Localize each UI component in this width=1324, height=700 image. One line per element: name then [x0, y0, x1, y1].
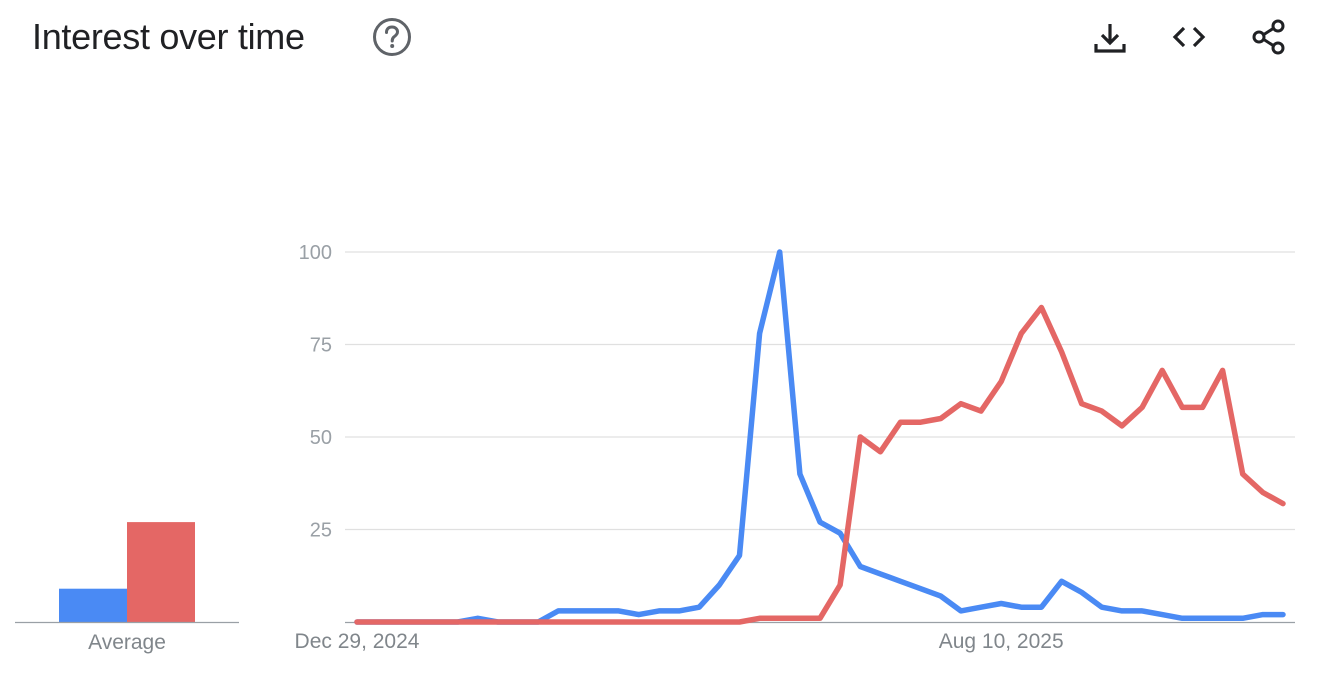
help-circle-icon[interactable]: [372, 17, 412, 57]
embed-code-icon[interactable]: [1170, 18, 1208, 56]
y-axis-ticks: 25 50 75 100: [299, 242, 332, 542]
y-tick-label: 75: [310, 335, 332, 357]
download-icon[interactable]: [1091, 18, 1129, 56]
average-label: Average: [88, 631, 166, 654]
chart-series: [354, 249, 1286, 625]
chart-title: Interest over time: [32, 16, 305, 57]
share-icon[interactable]: [1250, 18, 1288, 56]
average-bar-2: [127, 522, 195, 622]
x-axis-ticks: Dec 29, 2024 Aug 10, 2025: [295, 630, 1064, 653]
average-bar-chart: Average: [15, 522, 239, 654]
x-tick-label: Aug 10, 2025: [939, 630, 1064, 653]
chart-gridlines: [345, 251, 1295, 624]
chart-header: Interest over time: [0, 0, 1324, 80]
x-tick-label: Dec 29, 2024: [295, 630, 420, 653]
y-tick-label: 25: [310, 520, 332, 542]
average-bar-1: [59, 588, 127, 622]
y-tick-label: 100: [299, 242, 332, 264]
series-line-2: [354, 304, 1286, 625]
y-tick-label: 50: [310, 427, 332, 449]
